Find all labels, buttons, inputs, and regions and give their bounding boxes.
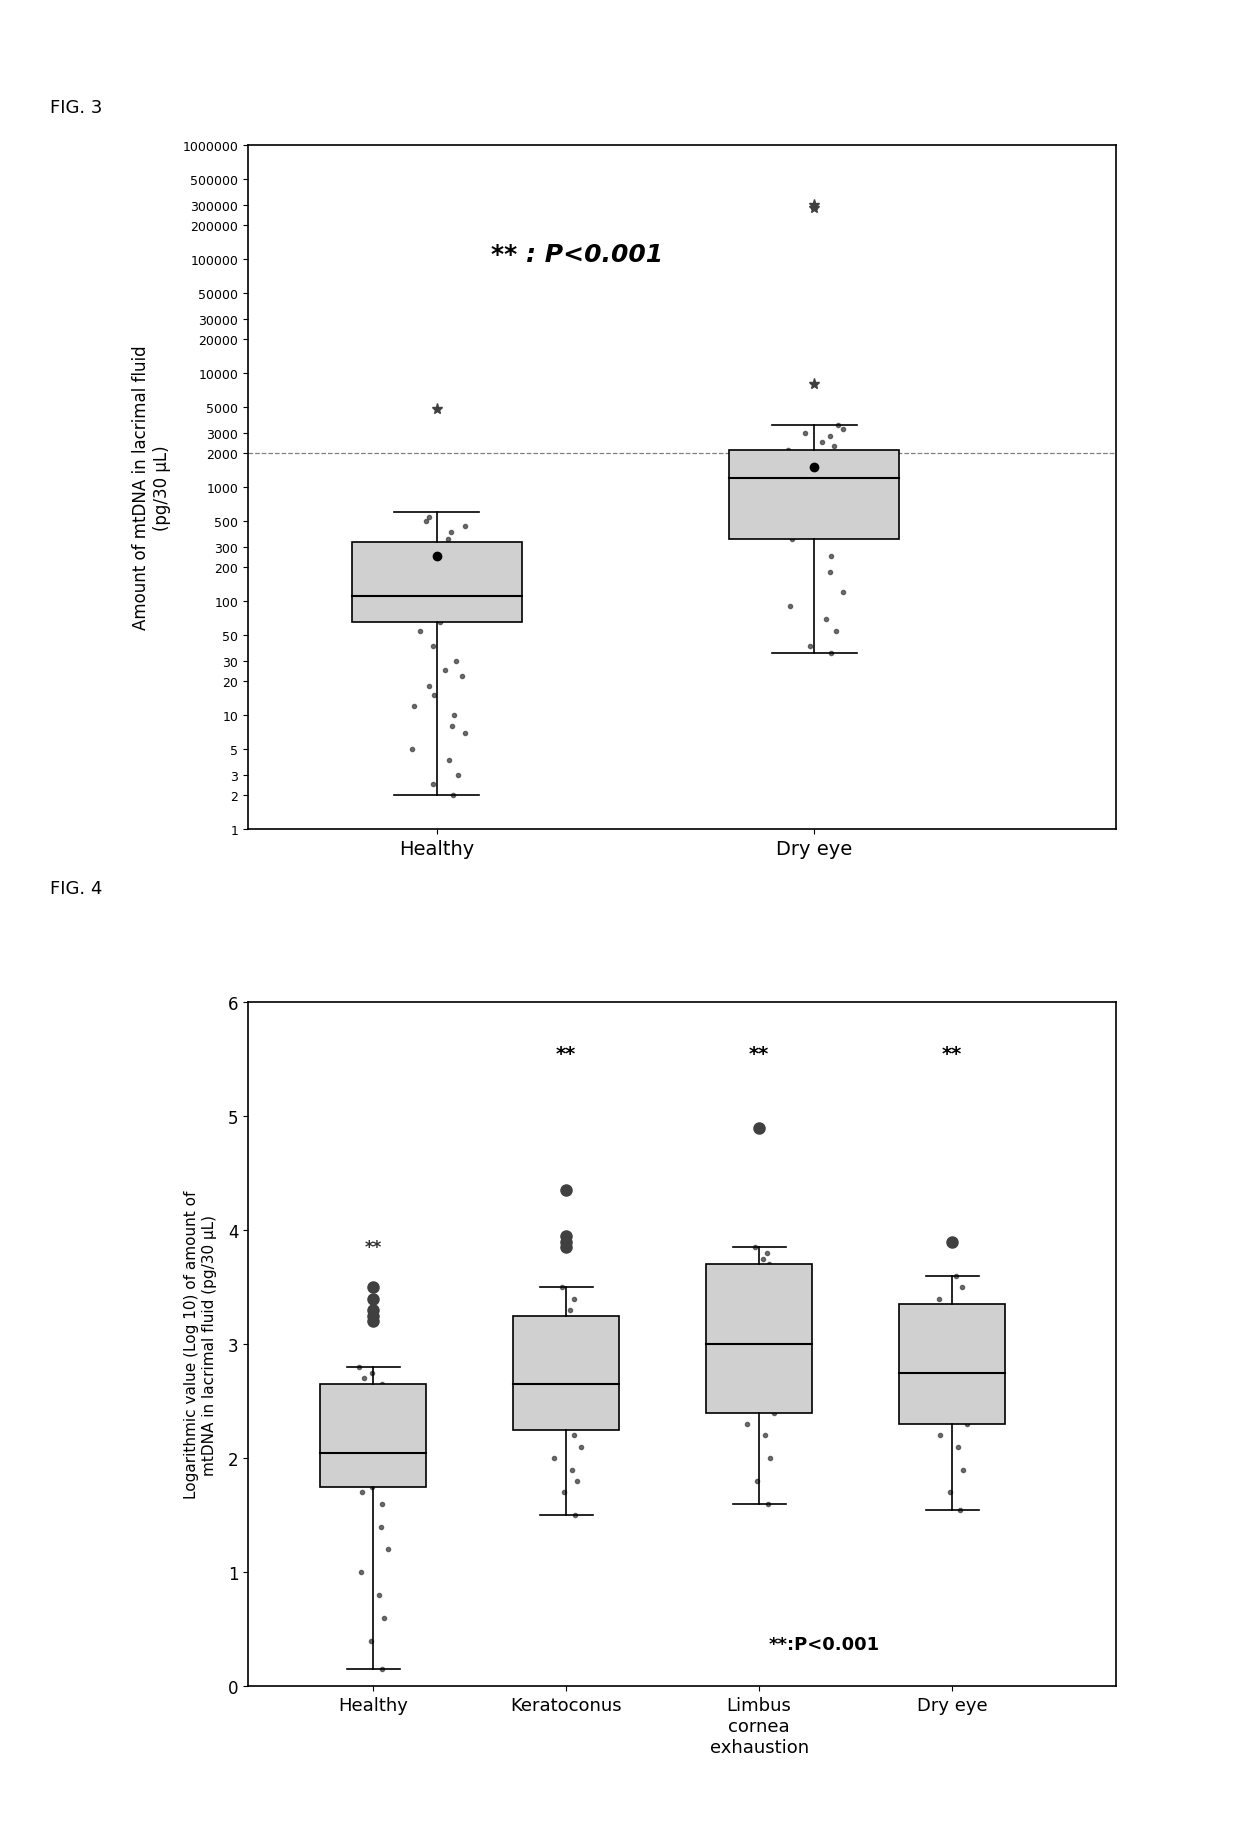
Y-axis label: Logarithmic value (Log 10) of amount of
mtDNA in lacrimal fluid (pg/30 μL): Logarithmic value (Log 10) of amount of … bbox=[185, 1190, 217, 1499]
Text: **: ** bbox=[942, 1045, 962, 1063]
Text: **: ** bbox=[749, 1045, 769, 1063]
Bar bbox=[899, 1305, 1006, 1424]
Text: FIG. 4: FIG. 4 bbox=[50, 879, 102, 897]
Bar bbox=[706, 1265, 812, 1413]
Text: **:P<0.001: **:P<0.001 bbox=[769, 1635, 880, 1653]
Bar bbox=[729, 450, 899, 540]
Text: **: ** bbox=[365, 1238, 382, 1256]
Bar bbox=[513, 1316, 619, 1429]
Bar bbox=[320, 1384, 427, 1488]
Text: ** : P<0.001: ** : P<0.001 bbox=[491, 242, 663, 266]
Y-axis label: Amount of mtDNA in lacrimal fluid
(pg/30 μL): Amount of mtDNA in lacrimal fluid (pg/30… bbox=[133, 345, 171, 631]
Text: FIG. 3: FIG. 3 bbox=[50, 98, 102, 117]
Bar bbox=[352, 543, 522, 623]
Text: **: ** bbox=[557, 1045, 577, 1063]
